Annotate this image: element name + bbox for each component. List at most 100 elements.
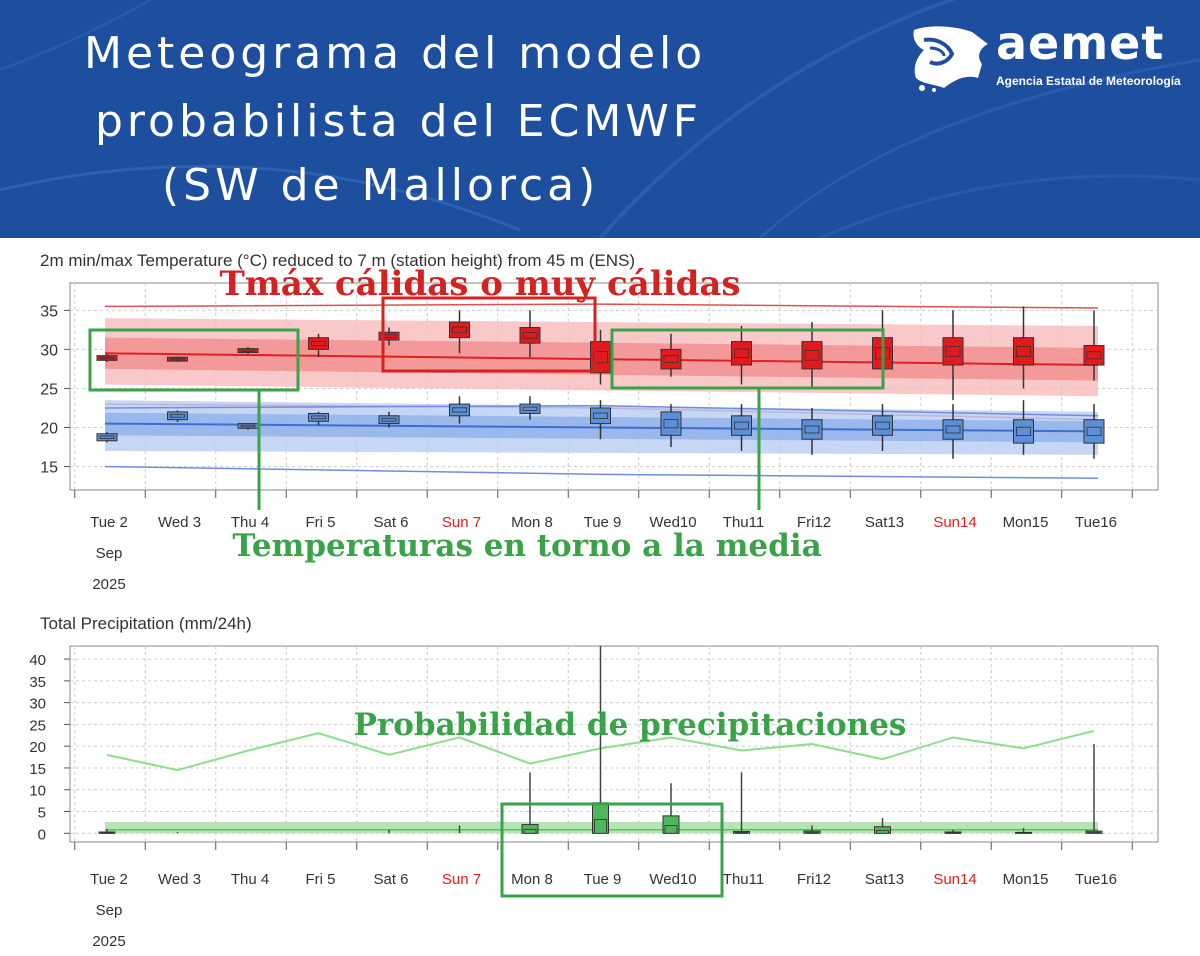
precip-inner-box: [1087, 831, 1101, 834]
temp-chart-title: 2m min/max Temperature (°C) reduced to 7…: [40, 251, 635, 270]
precip-xtick-label: Fri 5: [306, 871, 336, 888]
green-box-precip: [500, 802, 724, 898]
precip-xtick-label: Thu11: [723, 871, 764, 888]
title-line-3: (SW de Mallorca): [162, 160, 600, 211]
header-banner: Meteograma del modelo probabilista del E…: [0, 0, 1200, 238]
min-climate-upper-line: [104, 404, 1099, 417]
precip-chart-title: Total Precipitation (mm/24h): [40, 614, 252, 633]
tmax-inner-box: [945, 346, 961, 357]
precip-ytick-label: 30: [29, 696, 46, 713]
tmin-inner-box: [311, 415, 326, 420]
tmin-inner-box: [240, 424, 256, 428]
precip-xtick-label: Sun14: [933, 871, 976, 888]
temp-xtick-label: Thu 4: [231, 514, 269, 531]
temp-xtick-label: Tue16: [1075, 514, 1117, 531]
precip-ytick-label: 40: [29, 652, 46, 669]
min-climate-lower-line: [104, 465, 1099, 480]
min-climate-mean-line: [104, 422, 1099, 433]
tmax-inner-box: [522, 332, 538, 339]
precip-xtick-label: Tue16: [1075, 871, 1117, 888]
temp-xtick-label: Thu11: [723, 514, 764, 531]
tmax-inner-box: [663, 355, 679, 364]
annotations: Tmáx cálidas o muy cálidas Temperaturas e…: [88, 264, 907, 898]
temp-ytick-label: 30: [40, 342, 58, 359]
temp-xtick-label: Sat13: [865, 514, 904, 531]
tmin-inner-box: [945, 425, 961, 434]
precip-ytick-label: 20: [29, 739, 46, 756]
temp-xtick-label: Mon 8: [511, 514, 553, 531]
temp-xtick-label: Wed 3: [158, 514, 201, 531]
precip-ytick-label: 15: [29, 761, 46, 778]
tmin-inner-box: [381, 417, 397, 422]
tmax-inner-box: [1086, 351, 1102, 360]
tmax-inner-box: [311, 341, 326, 347]
annotation-tmax: Tmáx cálidas o muy cálidas: [219, 264, 740, 304]
precip-inner-box: [523, 828, 537, 834]
green-box-mid: [610, 328, 885, 390]
meteogram-charts: 2m min/max Temperature (°C) reduced to 7…: [29, 251, 1159, 950]
precip-xtick-label: Thu 4: [231, 871, 269, 888]
precip-xtick-label: Sat13: [865, 871, 904, 888]
precip-inner-box: [664, 825, 678, 834]
precip-ytick-label: 35: [29, 674, 46, 691]
tmin-inner-box: [99, 435, 115, 439]
tmax-inner-box: [734, 348, 749, 358]
precip-xtick-label: Tue 9: [584, 871, 622, 888]
precip-plot-frame: [69, 645, 1159, 843]
temp-xtick-label: Fri 5: [306, 514, 336, 531]
tmax-inner-box: [240, 349, 256, 352]
precip-xtick-label: Wed10: [649, 871, 696, 888]
precip-xtick-label: Tue 2: [90, 871, 128, 888]
temp-xtick-label: Wed10: [649, 514, 696, 531]
green-box-early: [88, 328, 300, 392]
tmax-inner-box: [1016, 346, 1031, 357]
tmin-inner-box: [1016, 426, 1031, 437]
temp-ytick-label: 25: [40, 381, 58, 398]
temp-ytick-label: 35: [40, 303, 58, 320]
tmin-inner-box: [804, 425, 820, 434]
tmin-inner-box: [663, 418, 679, 429]
tmin-inner-box: [1086, 426, 1102, 437]
tmin-inner-box: [734, 421, 749, 430]
tmin-inner-box: [593, 412, 608, 420]
precip-xtick-label: Sat 6: [373, 871, 408, 888]
temp-ytick-label: 15: [40, 460, 58, 477]
header-background-waves: [0, 0, 1200, 238]
precip-xtick-label: Fri12: [797, 871, 831, 888]
temp-month-label: Sep: [96, 545, 123, 562]
precip-month-label: Sep: [96, 902, 123, 919]
temp-xtick-label: Mon15: [1003, 514, 1049, 531]
precip-ytick-label: 10: [29, 783, 46, 800]
title-line-1: Meteograma del modelo: [84, 28, 707, 79]
tmax-inner-box: [452, 326, 467, 334]
temp-xtick-label: Sun 7: [442, 514, 481, 531]
temp-year-label: 2025: [92, 576, 125, 593]
tmin-inner-box: [875, 421, 890, 430]
tmax-inner-box: [99, 356, 115, 360]
aemet-logo: aemet Agencia Estatal de Meteorología: [908, 16, 1193, 102]
red-box-warm: [381, 296, 597, 373]
precip-year-label: 2025: [92, 933, 125, 950]
temp-ytick-label: 20: [40, 421, 58, 438]
precip-ytick-label: 0: [38, 826, 46, 843]
tmin-inner-box: [452, 407, 467, 413]
logo-subtitle: Agencia Estatal de Meteorología: [996, 74, 1181, 88]
tmax-inner-box: [804, 349, 820, 361]
temp-xtick-label: Sun14: [933, 514, 976, 531]
precip-inner-box: [594, 819, 607, 834]
precip-inner-box: [946, 832, 960, 834]
annotation-precip: Probabilidad de precipitaciones: [354, 707, 907, 743]
precip-xtick-label: Sun 7: [442, 871, 481, 888]
title-line-2: probabilista del ECMWF: [95, 96, 703, 147]
logo-wordmark: aemet: [996, 16, 1165, 70]
aemet-emblem-icon: [913, 26, 988, 92]
temp-xtick-label: Sat 6: [373, 514, 408, 531]
precip-xtick-label: Mon 8: [511, 871, 553, 888]
precip-xtick-label: Wed 3: [158, 871, 201, 888]
temp-xtick-label: Tue 2: [90, 514, 128, 531]
precip-ytick-label: 25: [29, 717, 46, 734]
max-climate-upper-line: [104, 303, 1099, 309]
precip-inner-box: [735, 832, 748, 834]
